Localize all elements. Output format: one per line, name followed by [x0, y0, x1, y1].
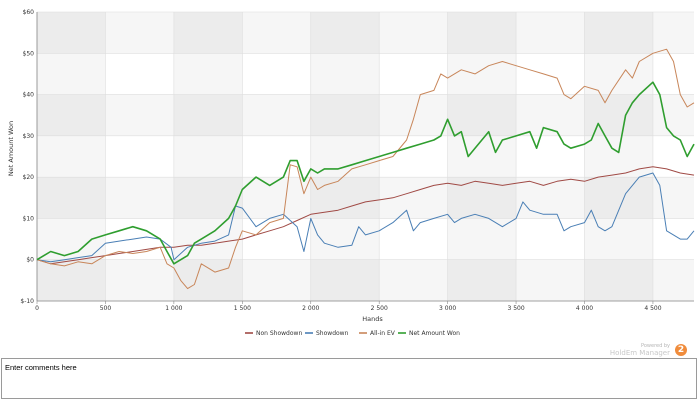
plot-band	[584, 12, 653, 54]
chart-area: $-10 $0 $10 $20 $30 $40 $50 $60 0 500 1 000 1 500 2 …	[7, 9, 695, 337]
plot-band	[37, 53, 106, 95]
plot-band	[584, 135, 653, 178]
plot-band	[652, 53, 694, 95]
x-tick-label: 1 000	[165, 305, 182, 312]
plot-band	[105, 259, 174, 301]
plot-band	[379, 53, 448, 95]
plot-band	[173, 94, 243, 136]
y-tick-label: $30	[23, 133, 35, 140]
x-tick-label: 3 500	[507, 305, 524, 312]
plot-band	[379, 135, 448, 178]
plot-band	[379, 218, 448, 260]
x-tick-label: 4 500	[644, 305, 661, 312]
plot-band	[584, 177, 653, 219]
plot-band	[37, 94, 106, 136]
plot-band	[584, 259, 653, 301]
plot-band	[37, 135, 106, 178]
plot-band	[447, 12, 517, 54]
series-line-all-in-ev	[36, 48, 695, 290]
legend-label: Showdown	[316, 330, 349, 337]
powered-by-badge: Powered by HoldEm Manager 2	[609, 343, 692, 357]
plot-band	[652, 259, 694, 301]
plot-band	[516, 135, 585, 178]
y-tick-label: $40	[23, 92, 35, 99]
plot-band	[447, 259, 517, 301]
plot-band	[379, 12, 448, 54]
plot-band	[379, 259, 448, 301]
plot-band	[242, 259, 311, 301]
powered-by-text: Powered by	[641, 343, 670, 349]
plot-band	[173, 177, 243, 219]
plot-band	[447, 135, 517, 178]
comments-field[interactable]: Enter comments here	[1, 358, 697, 399]
plot-band	[105, 177, 174, 219]
plot-band	[516, 259, 585, 301]
brand-text: HoldEm Manager	[609, 349, 670, 357]
plot-band	[37, 177, 106, 219]
plot-band	[242, 135, 311, 178]
x-tick-label: 0	[35, 305, 39, 312]
x-tick-label: 4 000	[576, 305, 593, 312]
plot-band	[242, 94, 311, 136]
comments-text[interactable]: Enter comments here	[5, 363, 77, 372]
legend-label: All-in EV	[370, 330, 396, 337]
plot-band	[584, 218, 653, 260]
plot-band	[173, 135, 243, 178]
plot-band	[173, 218, 243, 260]
plot-band	[379, 94, 448, 136]
plot-band	[37, 259, 106, 301]
plot-band	[242, 218, 311, 260]
plot-band	[105, 135, 174, 178]
plot-band	[652, 177, 694, 219]
x-tick-label: 2 500	[371, 305, 388, 312]
plot-band	[310, 177, 380, 219]
plot-band	[242, 53, 311, 95]
series-line-non-showdown	[36, 166, 695, 265]
plot-band	[105, 53, 174, 95]
series-line-showdown	[36, 172, 695, 263]
y-tick-label: $20	[23, 174, 35, 181]
y-tick-label: $10	[23, 215, 35, 222]
plot-band	[516, 53, 585, 95]
plot-band	[310, 12, 380, 54]
x-tick-label: 2 000	[302, 305, 319, 312]
plot-band	[447, 177, 517, 219]
plot-band	[37, 12, 106, 54]
plot-band	[379, 177, 448, 219]
legend-label: Non Showdown	[256, 330, 302, 337]
plot-band	[105, 94, 174, 136]
plot-band	[652, 12, 694, 54]
plot-band	[516, 177, 585, 219]
legend-label: Net Amount Won	[409, 330, 460, 337]
series-line-net-amount-won	[36, 81, 695, 265]
plot-band	[310, 259, 380, 301]
x-axis-title: Hands	[362, 315, 383, 323]
y-tick-label: $50	[23, 50, 35, 57]
brand-logo-icon: 2	[675, 344, 687, 356]
plot-band	[447, 53, 517, 95]
x-tick-label: 1 500	[234, 305, 251, 312]
plot-band	[173, 259, 243, 301]
plot-band	[242, 12, 311, 54]
plot-band	[447, 94, 517, 136]
plot-band	[310, 218, 380, 260]
net-won-graph: $-10 $0 $10 $20 $30 $40 $50 $60 0 500 1 000 1 500 2 …	[7, 9, 695, 337]
plot-band	[516, 12, 585, 54]
plot-band	[516, 218, 585, 260]
y-tick-label: $0	[26, 257, 34, 264]
y-tick-label: $-10	[20, 298, 34, 305]
y-axis-title: Net Amount Won	[7, 121, 15, 176]
plot-band	[105, 12, 174, 54]
plot-band	[310, 94, 380, 136]
plot-band	[173, 12, 243, 54]
x-tick-label: 500	[100, 305, 112, 312]
y-tick-label: $60	[23, 9, 35, 16]
x-tick-label: 3 000	[439, 305, 456, 312]
plot-band	[173, 53, 243, 95]
plot-band	[242, 177, 311, 219]
plot-band	[310, 53, 380, 95]
plot-band	[652, 94, 694, 136]
